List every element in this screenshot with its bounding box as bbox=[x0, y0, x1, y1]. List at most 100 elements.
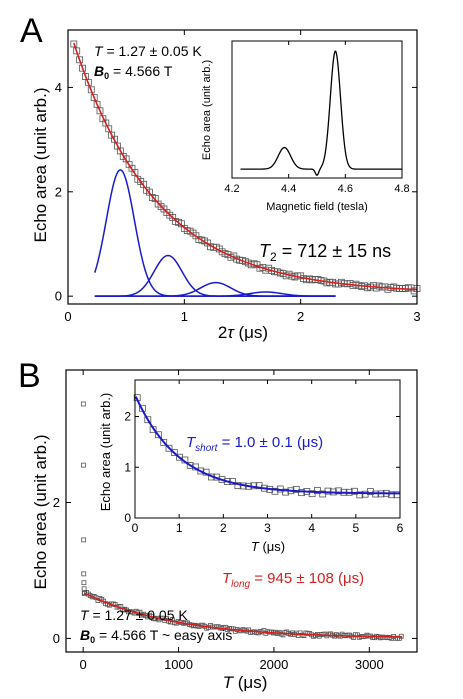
panel-a-t2-annotation: T2 = 712 ± 15 ns bbox=[259, 241, 391, 264]
panel-b-tshort-value: = 1.0 ± 0.1 (μs) bbox=[217, 434, 323, 451]
panel-b-fit-line bbox=[84, 592, 403, 638]
panel-a-x-axis-label-prefix: 2 bbox=[218, 323, 227, 342]
panel-b-field-symbol: B bbox=[80, 627, 90, 643]
panel-a-temperature-symbol: T bbox=[94, 43, 104, 59]
panel-b-tshort-symbol: T bbox=[186, 434, 197, 451]
panel-b-field-subscript: 0 bbox=[90, 635, 95, 645]
panel-b-inset-data-point-7 bbox=[170, 449, 178, 456]
panel-b-frame bbox=[65, 369, 418, 653]
panel-a-data-point-2 bbox=[76, 56, 84, 64]
panel-b-x-axis-label-unit: (μs) bbox=[233, 673, 267, 692]
panel-b-inset-data-point-42 bbox=[356, 491, 364, 499]
panel-a-x-axis-label: 2τ (μs) bbox=[218, 323, 268, 342]
panel-a-data-point-9 bbox=[96, 107, 104, 115]
panel-b-temperature-symbol: T bbox=[80, 607, 90, 623]
panel-a-t2-symbol: T bbox=[259, 241, 272, 261]
panel-b-inset-data-point-6 bbox=[165, 444, 173, 452]
panel-b-inset-data-point-38 bbox=[335, 487, 343, 495]
panel-b-tlong-subscript: long bbox=[231, 579, 250, 590]
panel-a-frame bbox=[67, 29, 418, 305]
panel-a-inset-x-axis-label: Magnetic field (tesla) bbox=[266, 201, 368, 213]
panel-a-inset-x-tick-label: 4.6 bbox=[338, 183, 353, 195]
panel-b-inset-x-axis-label-symbol: T bbox=[251, 539, 260, 554]
panel-a-field-annotation: B0 = 4.566 T bbox=[94, 63, 173, 81]
panel-a-inset-y-axis-label: Echo area (unit arb.) bbox=[201, 60, 213, 160]
panel-b-inset-data-point-41 bbox=[351, 487, 358, 495]
panel-b-inset-x-tick-label: 3 bbox=[264, 521, 271, 535]
panel-a-data-point-8 bbox=[93, 100, 101, 108]
panel-a-x-axis-label-unit: (μs) bbox=[234, 323, 268, 342]
panel-b-inset-y-tick-label: 0 bbox=[124, 511, 131, 525]
panel-b-inset-x-tick-label: 0 bbox=[132, 521, 139, 535]
panel-a-temperature-value: = 1.27 ± 0.05 K bbox=[103, 43, 203, 59]
panel-b-temperature-annotation: T = 1.27 ± 0.05 K bbox=[80, 607, 188, 623]
panel-b-inset-x-tick-label: 6 bbox=[397, 521, 404, 535]
panel-b-early-point-3 bbox=[81, 571, 87, 577]
panel-a-x-tick-label: 0 bbox=[64, 309, 71, 324]
panel-a-data-point-14 bbox=[111, 135, 118, 143]
panel-b-x-tick-label: 3000 bbox=[355, 657, 384, 672]
panel-b-y-tick-label: 0 bbox=[53, 631, 60, 646]
panel-b-inset-axes: 0 1 2 3 4 5 6 0 1 2 bbox=[124, 380, 404, 535]
panel-a-plot-area bbox=[70, 40, 421, 297]
panel-b-early-point-4 bbox=[81, 580, 87, 586]
panel-a-letter: A bbox=[20, 12, 43, 50]
panel-a-data-point-7 bbox=[90, 94, 98, 101]
panel-a-y-tick-label: 0 bbox=[55, 289, 62, 304]
panel-b-inset-x-tick-label: 5 bbox=[352, 521, 359, 535]
panel-b-inset-data-point-44 bbox=[367, 488, 374, 495]
panel-a-y-tick-label: 2 bbox=[55, 184, 62, 199]
panel-b-inset-fit-line bbox=[134, 396, 400, 495]
panel-a-component-line-3 bbox=[94, 281, 336, 297]
panel-a-fit-line bbox=[73, 42, 418, 291]
panel-b-x-tick-label: 2000 bbox=[259, 657, 288, 672]
panel-a-inset-frame bbox=[231, 40, 403, 179]
panel-b-inset-data-point-10 bbox=[186, 462, 194, 469]
panel-b-inset-data-point-5 bbox=[160, 438, 168, 446]
panel-a-inset-background bbox=[232, 41, 402, 178]
panel-b-inset-data-point-28 bbox=[282, 488, 290, 496]
panel-b-inset-x-tick-label: 2 bbox=[220, 521, 227, 535]
panel-a-data-point-0 bbox=[70, 40, 78, 48]
panel-b-x-tick-label: 1000 bbox=[164, 657, 193, 672]
panel-a-x-tick-label: 1 bbox=[181, 309, 188, 324]
panel-b-inset-background bbox=[135, 380, 400, 518]
panel-a-axes: 0 1 2 3 0 2 4 bbox=[55, 30, 421, 324]
panel-a-t2-subscript: 2 bbox=[270, 250, 277, 264]
panel-a-field-symbol: B bbox=[94, 63, 104, 79]
panel-b-letter: B bbox=[18, 357, 41, 395]
panel-b-inset-x-tick-label: 4 bbox=[308, 521, 315, 535]
panel-a-inset-plot-area bbox=[240, 50, 402, 177]
panel-b-x-axis-label-symbol: T bbox=[223, 673, 235, 692]
panel-b-inset-y-tick-label: 1 bbox=[124, 460, 131, 474]
panel-b-plot-area bbox=[80, 401, 404, 641]
panel-b-y-axis-label: Echo area (unit arb.) bbox=[31, 435, 50, 590]
panel-b-inset-x-axis-label-unit: (μs) bbox=[259, 539, 285, 554]
panel-b-tlong-symbol: T bbox=[222, 570, 233, 587]
panel-a-field-value: = 4.566 T bbox=[109, 63, 173, 79]
panel-a-data-point-6 bbox=[87, 86, 95, 94]
panel-b-tshort-subscript: short bbox=[195, 443, 218, 454]
panel-b-x-axis-label: T (μs) bbox=[223, 673, 268, 692]
panel-a-data-point-21 bbox=[131, 169, 139, 177]
panel-a-component-line-2 bbox=[94, 254, 336, 297]
panel-b-tlong-annotation: Tlong = 945 ± 108 (μs) bbox=[222, 570, 364, 590]
panel-b-early-point-0 bbox=[80, 401, 86, 407]
panel-a-field-subscript: 0 bbox=[104, 71, 109, 81]
panel-a-inset-x-tick-label: 4.2 bbox=[224, 183, 239, 195]
panel-b-inset-plot-area bbox=[133, 394, 401, 499]
panel-b-field-annotation: B0 = 4.566 T ~ easy axis bbox=[80, 627, 232, 645]
panel-b-x-tick-label: 0 bbox=[80, 657, 87, 672]
panel-b-inset-y-axis-label: Echo area (unit arb.) bbox=[98, 393, 113, 512]
panel-b-field-value: = 4.566 T ~ easy axis bbox=[95, 627, 232, 643]
panel-a-inset-axes: 4.2 4.4 4.6 4.8 bbox=[224, 41, 410, 195]
panel-a-x-axis-label-tau: τ bbox=[227, 323, 235, 342]
panel-b-y-tick-label: 2 bbox=[53, 495, 60, 510]
panel-a-y-axis-label: Echo area (unit arb.) bbox=[31, 88, 50, 243]
panel-b-inset-x-tick-label: 1 bbox=[176, 521, 183, 535]
panel-a-y-tick-label: 4 bbox=[55, 80, 62, 95]
panel-a-component-line-4 bbox=[94, 291, 336, 297]
panel-b-inset-y-tick-label: 2 bbox=[124, 410, 131, 424]
